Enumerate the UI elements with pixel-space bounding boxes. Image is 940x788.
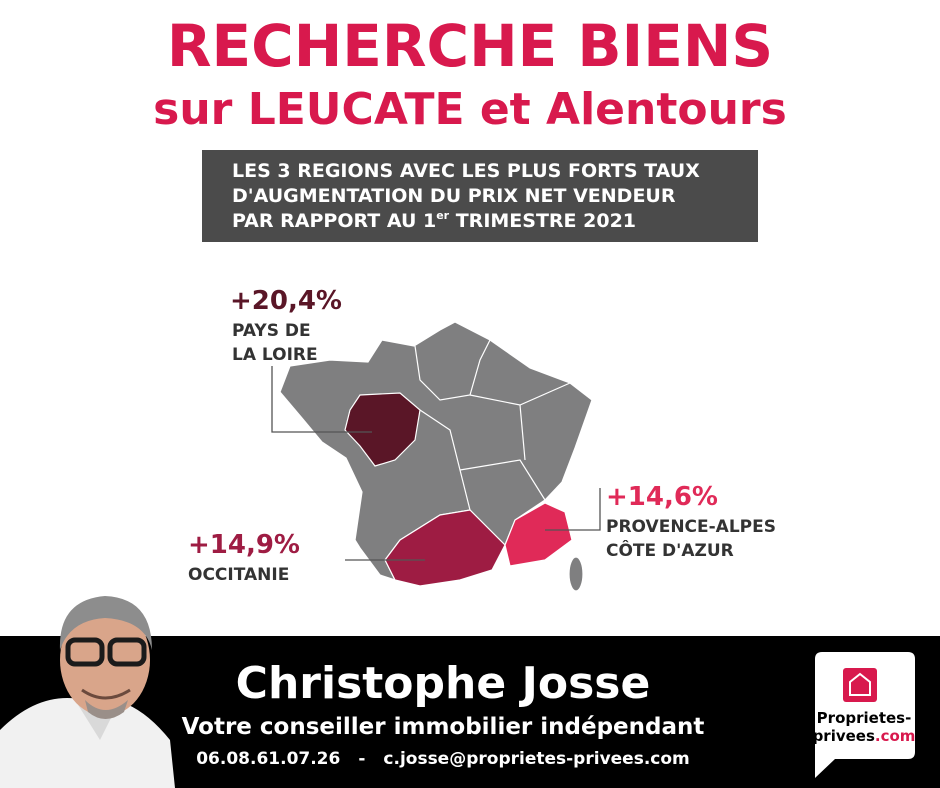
region-name: LA LOIRE bbox=[232, 345, 318, 365]
region-name: OCCITANIE bbox=[188, 565, 289, 585]
info-text-part: TRIMESTRE 2021 bbox=[449, 210, 636, 232]
connector bbox=[271, 366, 372, 433]
region-name: PAYS DE bbox=[232, 321, 311, 341]
phone: 06.08.61.07.26 bbox=[196, 749, 340, 769]
agent-role: Votre conseiller immobilier indépendant bbox=[182, 714, 705, 740]
info-box bbox=[202, 150, 758, 242]
agent-name: Christophe Josse bbox=[236, 658, 651, 709]
logo: Proprietes- privees.com bbox=[813, 652, 916, 778]
info-text-part: PAR RAPPORT AU 1 bbox=[232, 210, 436, 232]
email: c.josse@proprietes-privees.com bbox=[383, 749, 689, 769]
region-paca bbox=[504, 502, 573, 567]
portrait bbox=[0, 596, 175, 788]
region-occitanie bbox=[384, 509, 506, 587]
logo-house bbox=[849, 672, 871, 696]
logo-icon bbox=[843, 668, 877, 702]
logo-bubble bbox=[815, 652, 915, 778]
contact: 06.08.61.07.26- c.josse@proprietes-privee… bbox=[196, 749, 690, 769]
separator: - bbox=[358, 749, 365, 769]
logo-text: Proprietes- bbox=[817, 709, 912, 727]
connector bbox=[545, 488, 601, 531]
info-line: D'AUGMENTATION DU PRIX NET VENDEUR bbox=[232, 185, 676, 207]
region-border bbox=[414, 339, 491, 401]
hair bbox=[59, 596, 152, 650]
glasses bbox=[65, 637, 105, 667]
beard bbox=[85, 700, 128, 719]
face bbox=[60, 604, 150, 716]
region-value: +14,6% bbox=[606, 482, 718, 512]
logo-text: privees.com bbox=[813, 727, 916, 745]
subtitle: sur LEUCATE et Alentours bbox=[153, 84, 787, 135]
region-border bbox=[519, 404, 526, 461]
region-border bbox=[459, 459, 546, 501]
info-text: LES 3 REGIONS AVEC LES PLUS FORTS TAUX D… bbox=[232, 160, 700, 232]
info-sup: er bbox=[436, 209, 449, 222]
region-pays-de-la-loire bbox=[344, 392, 421, 467]
smile bbox=[81, 688, 131, 700]
logo-text-part: privees bbox=[813, 727, 875, 745]
title: RECHERCHE BIENS bbox=[167, 12, 773, 80]
logo-suffix: .com bbox=[875, 727, 916, 745]
corsica bbox=[568, 556, 584, 592]
region-value: +14,9% bbox=[188, 530, 300, 560]
region-border bbox=[419, 409, 471, 511]
region-name: PROVENCE-ALPES bbox=[606, 517, 776, 537]
region-value: +20,4% bbox=[230, 286, 342, 316]
france-map bbox=[279, 321, 593, 592]
info-line: LES 3 REGIONS AVEC LES PLUS FORTS TAUX bbox=[232, 160, 700, 182]
glasses bbox=[107, 637, 147, 667]
region-name: CÔTE D'AZUR bbox=[606, 539, 734, 561]
shirt bbox=[0, 698, 175, 788]
info-line: PAR RAPPORT AU 1er TRIMESTRE 2021 bbox=[232, 209, 636, 232]
